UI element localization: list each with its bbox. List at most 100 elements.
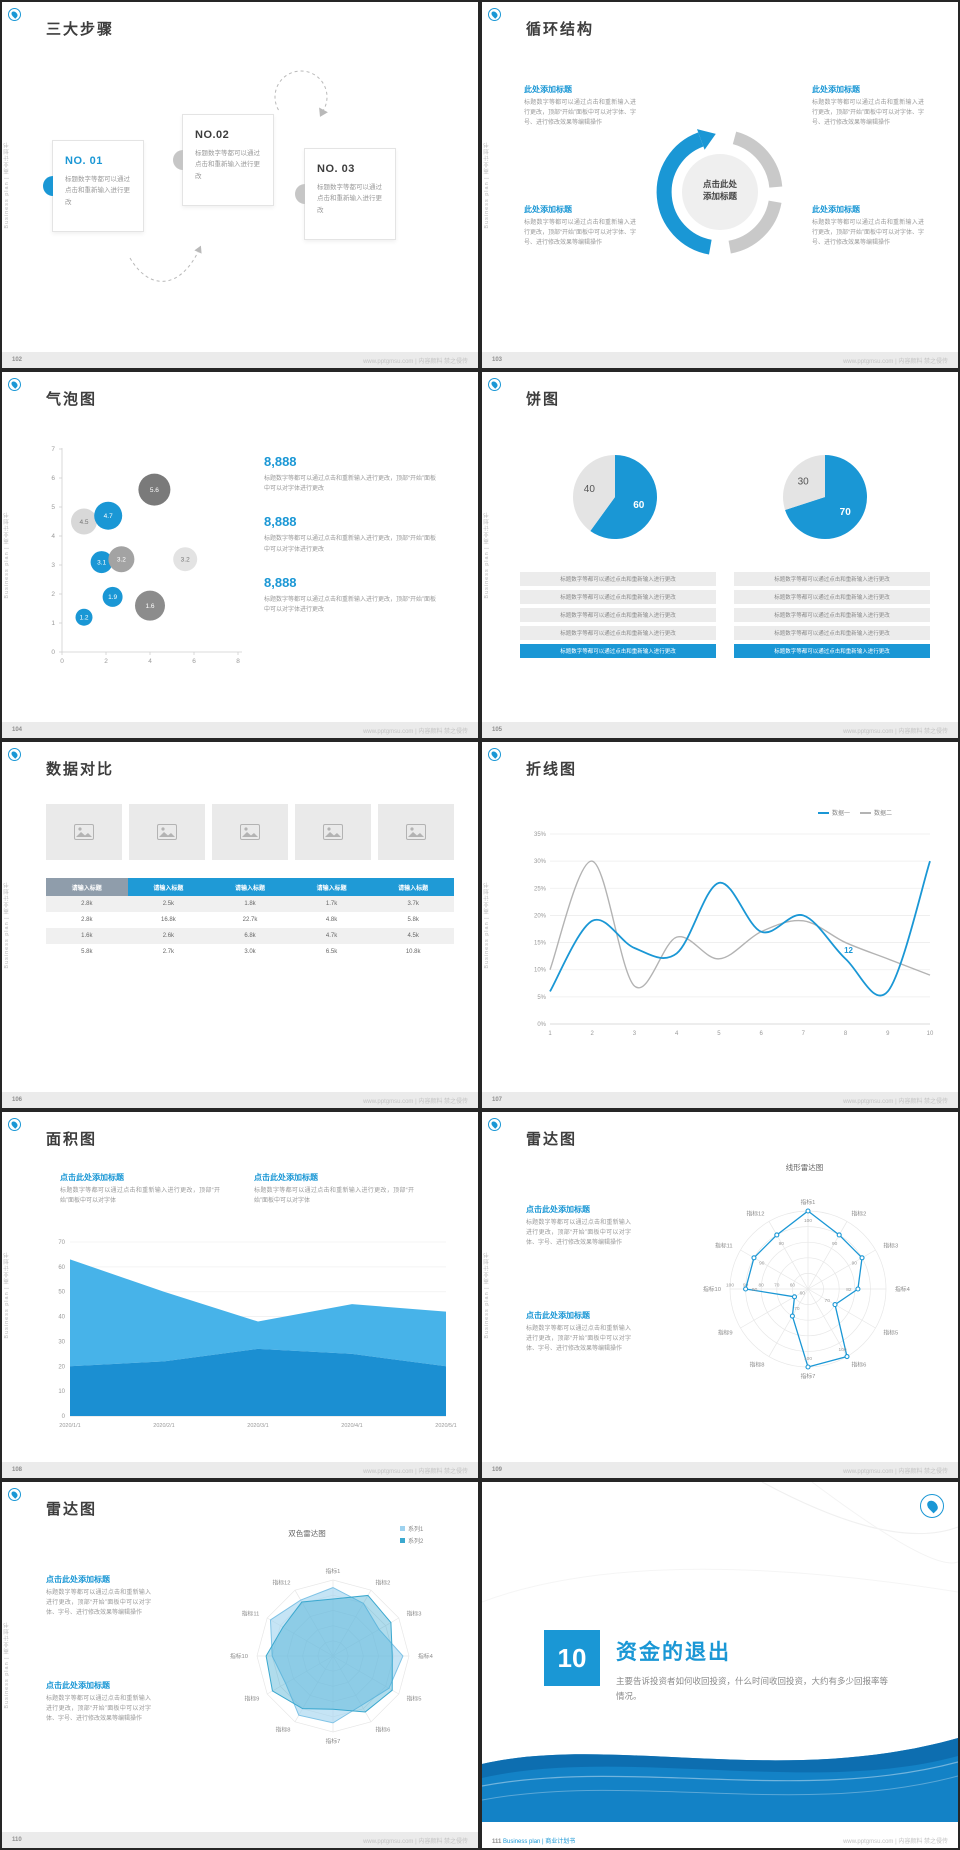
svg-text:15%: 15% (534, 941, 547, 947)
svg-text:指标5: 指标5 (883, 1329, 898, 1337)
svg-text:90: 90 (759, 1260, 765, 1266)
svg-text:6: 6 (759, 1031, 763, 1037)
pie-list-row: 标题数字等都可以通过点击和重新输入进行更改 (734, 590, 930, 604)
block-title: 点击此处添加标题 (526, 1205, 590, 1214)
svg-text:指标1: 指标1 (326, 1567, 341, 1575)
svg-text:70: 70 (794, 1306, 800, 1312)
table-cell: 2.5k (127, 896, 210, 912)
slide-103[interactable]: Business plan | 商业计划书 循环结构 点击此处添加标题 此处添加… (482, 2, 958, 368)
table-header-row: 请输入标题 请输入标题 请输入标题 请输入标题 请输入标题 (46, 878, 454, 896)
pie-list-row: 标题数字等都可以通过点击和重新输入进行更改 (520, 608, 716, 622)
step-number: NO.02 (195, 129, 230, 141)
slide-106[interactable]: Business plan | 商业计划书 数据对比 请输入标题 请输入标题 请输入… (2, 742, 478, 1108)
section-title: 资金的退出 (616, 1641, 731, 1664)
slide-108[interactable]: Business plan | 商业计划书 面积图 点击此处添加标题 标题数字等… (2, 1112, 478, 1478)
svg-text:1: 1 (51, 620, 55, 627)
stat-value: 8,888 (264, 454, 297, 469)
page-number: 109 (492, 1467, 503, 1473)
logo-icon (920, 1494, 944, 1518)
legend-item: 数据二 (860, 808, 892, 817)
svg-text:2: 2 (591, 1031, 595, 1037)
image-placeholder (212, 804, 288, 860)
sidebar-vertical-text: Business plan | 商业计划书 (484, 1251, 490, 1339)
area-chart: 0 10 20 30 40 50 60 70 2020/1/1 2020/2/1 2020/3/1 2… (58, 1240, 456, 1429)
step-card: NO. 03 标题数字等都可以通过点击和重新输入进行更改 (295, 148, 396, 240)
text-block: 点击此处添加标题 标题数字等都可以通过点击和重新输入进行更改，顶部“开始”面板中… (254, 1172, 414, 1207)
slide-104[interactable]: Business plan | 商业计划书 气泡图 0 1 2 3 4 5 6 7 0 2 4 6 8 4… (2, 372, 478, 738)
bubble-chart: 0 1 2 3 4 5 6 7 0 2 4 6 8 4.5 4.7 5.6 3.1 3.2 3.2 1.9 1.2 1.6 (51, 446, 242, 665)
legend-item: 数据一 (818, 808, 850, 817)
block-title: 此处添加标题 (524, 205, 572, 214)
table-header-cell: 请输入标题 (46, 878, 128, 896)
block-text: 标题数字等都可以通过点击和重新输入进行更改，顶部“开始”面板中可以对字体、字号、… (524, 100, 636, 126)
slide-102[interactable]: Business plan | 商业计划书 三大步骤 NO. 01 标题数字等都… (2, 2, 478, 368)
image-placeholder (46, 804, 122, 860)
svg-text:100: 100 (838, 1347, 846, 1353)
slide-105[interactable]: Business plan | 商业计划书 饼图 60 40 70 30 标题数字等… (482, 372, 958, 738)
svg-text:指标11: 指标11 (242, 1610, 260, 1618)
sidebar-vertical-text: Business plan | 商业计划书 (484, 141, 490, 229)
logo-icon (488, 8, 501, 21)
slide-title: 气泡图 (46, 391, 98, 408)
svg-text:70: 70 (774, 1283, 780, 1289)
step-number: NO. 01 (65, 155, 103, 167)
pie-list-row: 标题数字等都可以通过点击和重新输入进行更改 (734, 644, 930, 658)
slide-footer: 110 www.pptgmsu.com | 内容颜料 禁之侵传 (2, 1832, 478, 1848)
text-block: 此处添加标题 标题数字等都可以通过点击和重新输入进行更改，顶部“开始”面板中可以… (812, 84, 924, 129)
svg-text:2020/4/1: 2020/4/1 (341, 1423, 362, 1429)
table-cell: 3.7k (372, 896, 454, 912)
logo-icon (488, 748, 501, 761)
svg-text:指标8: 指标8 (750, 1360, 765, 1368)
pie-list-row: 标题数字等都可以通过点击和重新输入进行更改 (734, 608, 930, 622)
slide-footer: 102 www.pptgmsu.com | 内容颜料 禁之侵传 (2, 352, 478, 368)
svg-text:指标5: 指标5 (407, 1695, 422, 1703)
table-cell: 2.7k (162, 949, 175, 955)
legend-label: 系列1 (408, 1527, 424, 1533)
slide-111[interactable]: 10 资金的退出 主要告诉投资者如何收回投资，什么时间收回投资，大约有多少回报率… (482, 1482, 958, 1848)
stat-text: 标题数字等都可以通过点击和重新输入进行更改，顶部“开始”面板中可以对字体进行更改 (264, 596, 436, 613)
svg-text:0: 0 (51, 649, 55, 656)
slide-107[interactable]: Business plan | 商业计划书 折线图 数据一 数据二 0% 5% 10… (482, 742, 958, 1108)
svg-text:8: 8 (236, 658, 240, 665)
slide-109[interactable]: Business plan | 商业计划书 雷达图 线形雷达图 点击此处添加标题… (482, 1112, 958, 1478)
chart-subtitle: 线形雷达图 (785, 1163, 824, 1172)
svg-text:20: 20 (58, 1364, 65, 1370)
radar-fill-chart: 指标1 指标2 指标3 指标4 指标5 指标6 指标7 指标8 指标9 指标10 指标11 指标12 (230, 1567, 434, 1745)
text-block: 点击此处添加标题 标题数字等都可以通过点击和重新输入进行更改，顶部“开始”面板中… (46, 1680, 151, 1725)
svg-text:60: 60 (633, 500, 645, 511)
pie-list-row: 标题数字等都可以通过点击和重新输入进行更改 (520, 590, 716, 604)
watermark: www.pptgmsu.com | 内容颜料 禁之侵传 (363, 728, 468, 735)
legend-swatch (400, 1526, 405, 1531)
svg-text:2020/3/1: 2020/3/1 (247, 1423, 268, 1429)
svg-text:3.1: 3.1 (97, 559, 106, 566)
table-cell: 2.8k (46, 896, 128, 912)
block-title: 点击此处添加标题 (46, 1575, 110, 1584)
step-card: NO.02 标题数字等都可以通过点击和重新输入进行更改 (173, 114, 274, 206)
slide-110[interactable]: Business plan | 商业计划书 雷达图 双色雷达图 系列1 系列2 … (2, 1482, 478, 1848)
picture-icon (323, 824, 343, 840)
slide-footer: 111 Business plan | 商业计划书 www.pptgmsu.co… (482, 1832, 958, 1848)
svg-text:100: 100 (804, 1356, 812, 1362)
comparison-table: 请输入标题 请输入标题 请输入标题 请输入标题 请输入标题 2.8k 2.5k 1.8k 1.7… (46, 878, 454, 960)
svg-text:60: 60 (58, 1265, 65, 1271)
table-cell: 6.5k (325, 949, 338, 955)
svg-text:指标6: 指标6 (376, 1726, 391, 1734)
step-bullet (295, 184, 305, 204)
table-row: 2.8k 16.8k 22.7k 4.8k 5.8k (46, 912, 454, 928)
svg-text:70: 70 (58, 1240, 65, 1246)
svg-text:指标3: 指标3 (883, 1242, 898, 1250)
svg-text:6: 6 (192, 658, 196, 665)
watermark: www.pptgmsu.com | 内容颜料 禁之侵传 (363, 1098, 468, 1105)
svg-text:指标1: 指标1 (801, 1198, 816, 1206)
page-number: 105 (492, 727, 503, 733)
cycle-diagram (656, 129, 783, 255)
slide-title: 折线图 (526, 761, 578, 778)
watermark: www.pptgmsu.com | 内容颜料 禁之侵传 (363, 1468, 468, 1475)
svg-text:4.7: 4.7 (104, 513, 113, 520)
svg-text:指标9: 指标9 (718, 1329, 733, 1337)
stat-value: 8,888 (264, 514, 297, 530)
svg-text:2: 2 (104, 658, 108, 665)
pie-list-row: 标题数字等都可以通过点击和重新输入进行更改 (734, 572, 930, 586)
svg-text:0: 0 (62, 1414, 66, 1420)
